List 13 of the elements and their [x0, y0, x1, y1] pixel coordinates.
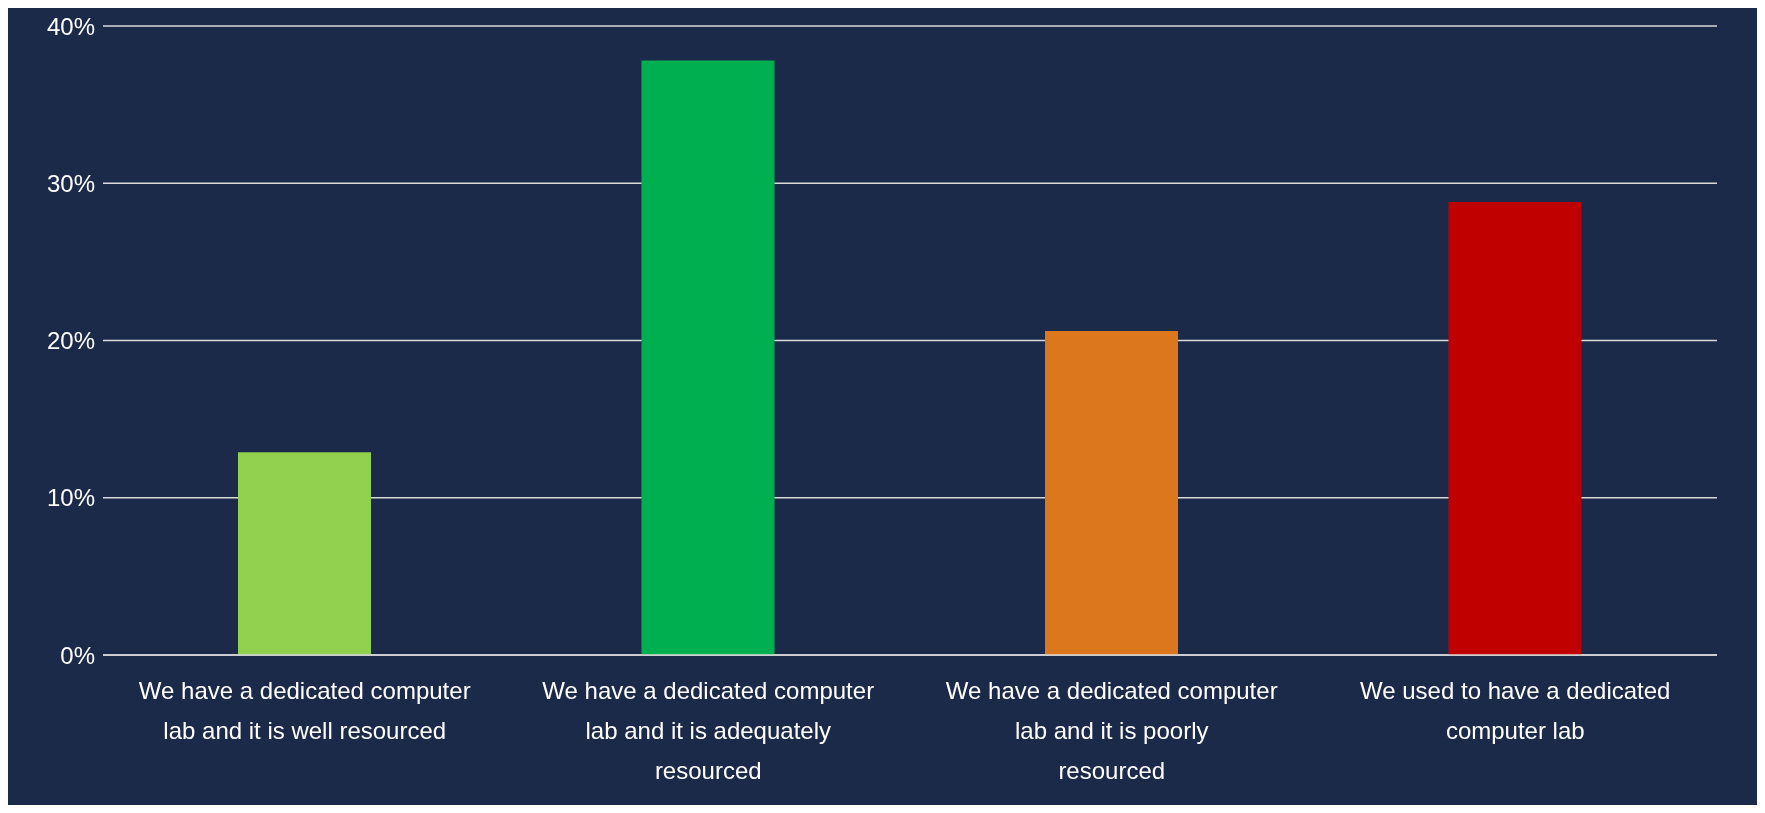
y-tick-label: 30%	[46, 169, 95, 197]
y-tick-label: 0%	[60, 641, 95, 669]
x-tick-label: We have a dedicated computer lab and it is poorly resourced	[945, 677, 1278, 784]
y-tick-label: 10%	[46, 484, 95, 512]
x-tick-label: We have a dedicated computer lab and it is adequately resourced	[542, 677, 875, 784]
bar	[1448, 202, 1582, 655]
x-tick-label: We used to have a dedicated computer lab	[1360, 677, 1671, 744]
y-tick-label: 40%	[46, 12, 95, 40]
x-tick-label: We have a dedicated computer lab and it is well resourced	[138, 677, 471, 744]
y-tick-label: 20%	[46, 327, 95, 355]
bar	[1045, 331, 1178, 655]
bar	[238, 452, 371, 655]
bar	[641, 60, 775, 655]
